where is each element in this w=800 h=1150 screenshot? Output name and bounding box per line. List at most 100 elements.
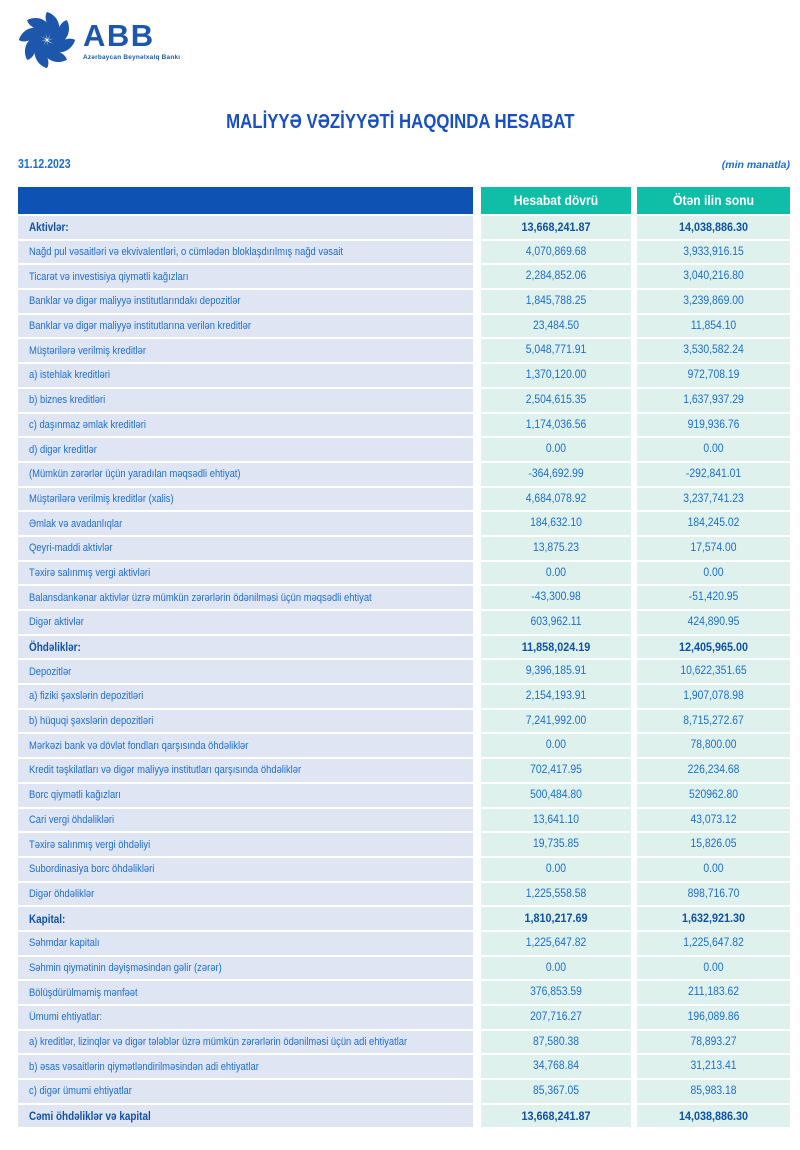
row-value-previous: 31,213.41 — [637, 1055, 790, 1079]
table-row: Müştərilərə verilmiş kreditlər (xalis) 4,… — [18, 487, 790, 511]
row-label: Təxirə salınmış vergi aktivləri — [18, 561, 473, 585]
row-value-current: 4,684,078.92 — [481, 487, 631, 511]
row-value-previous: 1,632,921.30 — [637, 907, 790, 930]
row-value-current: 0.00 — [481, 956, 631, 980]
abb-pinwheel-icon — [18, 11, 76, 69]
header-col-previous: Ötən ilin sonu — [637, 187, 790, 214]
table-row: Öhdəliklər: 11,858,024.19 12,405,965.00 — [18, 635, 790, 659]
row-value-current: 19,735.85 — [481, 833, 631, 856]
row-label: a) kreditlər, lizinqlər və digər tələblə… — [18, 1030, 473, 1054]
header-col-current: Hesabat dövrü — [481, 187, 631, 214]
logo-wordmark: ABB — [83, 17, 155, 53]
row-label: Banklar və digər maliyyə institutlarına … — [18, 314, 473, 338]
table-row: Kredit təşkilatları və digər maliyyə ins… — [18, 759, 790, 782]
row-label: Öhdəliklər: — [18, 635, 473, 659]
table-row: Balansdankənar aktivlər üzrə mümkün zərə… — [18, 586, 790, 609]
table-row: Digər aktivlər 603,962.11 424,890.95 — [18, 611, 790, 634]
row-value-current: 13,875.23 — [481, 536, 631, 560]
table-header-row: Hesabat dövrü Ötən ilin sonu — [18, 187, 790, 214]
row-label: Cəmi öhdəliklər və kapital — [18, 1104, 473, 1128]
table-row: (Mümkün zərərlər üçün yaradılan məqsədli… — [18, 462, 790, 486]
row-value-previous: 78,800.00 — [637, 734, 790, 758]
table-row: Depozitlər 9,396,185.91 10,622,351.65 — [18, 660, 790, 684]
row-value-current: 2,154,193.91 — [481, 685, 631, 708]
row-value-current: 184,632.10 — [481, 512, 631, 535]
table-row: Digər öhdəliklər 1,225,558.58 898,716.70 — [18, 882, 790, 906]
row-value-previous: 17,574.00 — [637, 536, 790, 560]
row-value-previous: 226,234.68 — [637, 759, 790, 782]
row-value-previous: 0.00 — [637, 561, 790, 585]
row-value-current: 9,396,185.91 — [481, 660, 631, 684]
table-row: Subordinasiya borc öhdəlikləri 0.00 0.00 — [18, 857, 790, 881]
row-value-current: 13,668,241.87 — [481, 1104, 631, 1128]
row-value-current: 0.00 — [481, 857, 631, 881]
row-value-current: 4,070,869.68 — [481, 240, 631, 264]
table-row: Banklar və digər maliyyə institutlarına … — [18, 314, 790, 338]
table-row: Cari vergi öhdəlikləri 13,641.10 43,073.12 — [18, 808, 790, 832]
table-row: Ümumi ehtiyatlar: 207,716.27 196,089.86 — [18, 1006, 790, 1029]
row-label: Depozitlər — [18, 660, 473, 684]
row-value-previous: 3,530,582.24 — [637, 339, 790, 363]
table-row: Səhmin qiymətinin dəyişməsindən gəlir (z… — [18, 956, 790, 980]
row-label: Əmlak və avadanlıqlar — [18, 512, 473, 535]
row-label: Müştərilərə verilmiş kreditlər (xalis) — [18, 487, 473, 511]
row-value-previous: 0.00 — [637, 857, 790, 881]
row-value-current: -364,692.99 — [481, 462, 631, 486]
row-value-current: 702,417.95 — [481, 759, 631, 782]
row-label: Bölüşdürülməmiş mənfəət — [18, 981, 473, 1004]
row-value-previous: 3,933,916.15 — [637, 240, 790, 264]
row-value-current: 2,284,852.06 — [481, 265, 631, 289]
table-row: c) digər ümumi ehtiyatlar 85,367.05 85,983… — [18, 1080, 790, 1103]
row-value-current: 1,845,788.25 — [481, 290, 631, 313]
table-row: d) digər kreditlər 0.00 0.00 — [18, 438, 790, 461]
table-row: a) istehlak kreditləri 1,370,120.00 972,70… — [18, 364, 790, 387]
row-value-current: 603,962.11 — [481, 611, 631, 634]
row-value-previous: 424,890.95 — [637, 611, 790, 634]
row-label: Digər öhdəliklər — [18, 882, 473, 906]
table-body: Aktivlər: 13,668,241.87 14,038,886.30 Nağd … — [18, 216, 790, 1128]
table-row: b) biznes kreditləri 2,504,615.35 1,637,93… — [18, 388, 790, 412]
row-value-current: 0.00 — [481, 561, 631, 585]
row-value-previous: 11,854.10 — [637, 314, 790, 338]
header-spacer-block — [18, 187, 473, 214]
row-label: d) digər kreditlər — [18, 438, 473, 461]
row-value-previous: 1,225,647.82 — [637, 931, 790, 955]
row-value-previous: 972,708.19 — [637, 364, 790, 387]
row-value-previous: 0.00 — [637, 956, 790, 980]
row-label: Səhmdar kapitalı — [18, 931, 473, 955]
row-value-previous: 211,183.62 — [637, 981, 790, 1004]
row-value-current: 13,641.10 — [481, 808, 631, 832]
row-value-current: 87,580.38 — [481, 1030, 631, 1054]
row-value-current: 85,367.05 — [481, 1080, 631, 1103]
row-label: Kredit təşkilatları və digər maliyyə ins… — [18, 759, 473, 782]
financial-statement-table: Hesabat dövrü Ötən ilin sonu Aktivlər: 13… — [18, 187, 790, 1129]
logo-tagline: Azərbaycan Beynəlxalq Bankı — [83, 53, 181, 61]
row-label: Subordinasiya borc öhdəlikləri — [18, 857, 473, 881]
row-value-current: 0.00 — [481, 734, 631, 758]
table-row: Müştərilərə verilmiş kreditlər 5,048,771.… — [18, 339, 790, 363]
row-label: Balansdankənar aktivlər üzrə mümkün zərə… — [18, 586, 473, 609]
row-value-current: 23,484.50 — [481, 314, 631, 338]
row-label: b) biznes kreditləri — [18, 388, 473, 412]
row-value-current: 2,504,615.35 — [481, 388, 631, 412]
row-label: a) istehlak kreditləri — [18, 364, 473, 387]
row-label: c) digər ümumi ehtiyatlar — [18, 1080, 473, 1103]
report-title-wrap: MALİYYƏ VƏZİYYƏTİ HAQQINDA HESABAT — [0, 111, 800, 134]
row-label: Digər aktivlər — [18, 611, 473, 634]
table-row: Nağd pul vəsaitləri və ekvivalentləri, o… — [18, 240, 790, 264]
table-row: b) hüquqi şəxslərin depozitləri 7,241,992… — [18, 709, 790, 733]
row-value-previous: 14,038,886.30 — [637, 216, 790, 239]
table-row: b) əsas vəsaitlərin qiymətləndirilməsind… — [18, 1055, 790, 1079]
row-value-previous: 196,089.86 — [637, 1006, 790, 1029]
row-value-current: 1,174,036.56 — [481, 413, 631, 437]
row-value-current: 7,241,992.00 — [481, 709, 631, 733]
row-value-previous: 43,073.12 — [637, 808, 790, 832]
row-value-previous: 919,936.76 — [637, 413, 790, 437]
table-row: a) fiziki şəxslərin depozitləri 2,154,193… — [18, 685, 790, 708]
table-row: Səhmdar kapitalı 1,225,647.82 1,225,647.82 — [18, 931, 790, 955]
row-value-previous: 1,907,078.98 — [637, 685, 790, 708]
row-label: c) daşınmaz əmlak kreditləri — [18, 413, 473, 437]
row-value-previous: 520962.80 — [637, 783, 790, 807]
meta-row: 31.12.2023 (min manatla) — [18, 157, 790, 171]
row-label: Cari vergi öhdəlikləri — [18, 808, 473, 832]
